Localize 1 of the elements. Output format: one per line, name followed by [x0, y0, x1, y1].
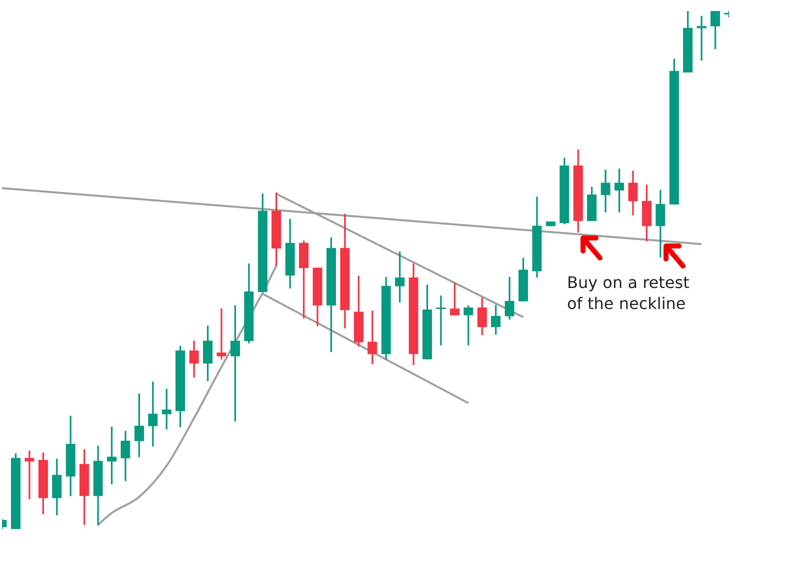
annotation: Buy on a retest of the neckline: [567, 272, 690, 314]
